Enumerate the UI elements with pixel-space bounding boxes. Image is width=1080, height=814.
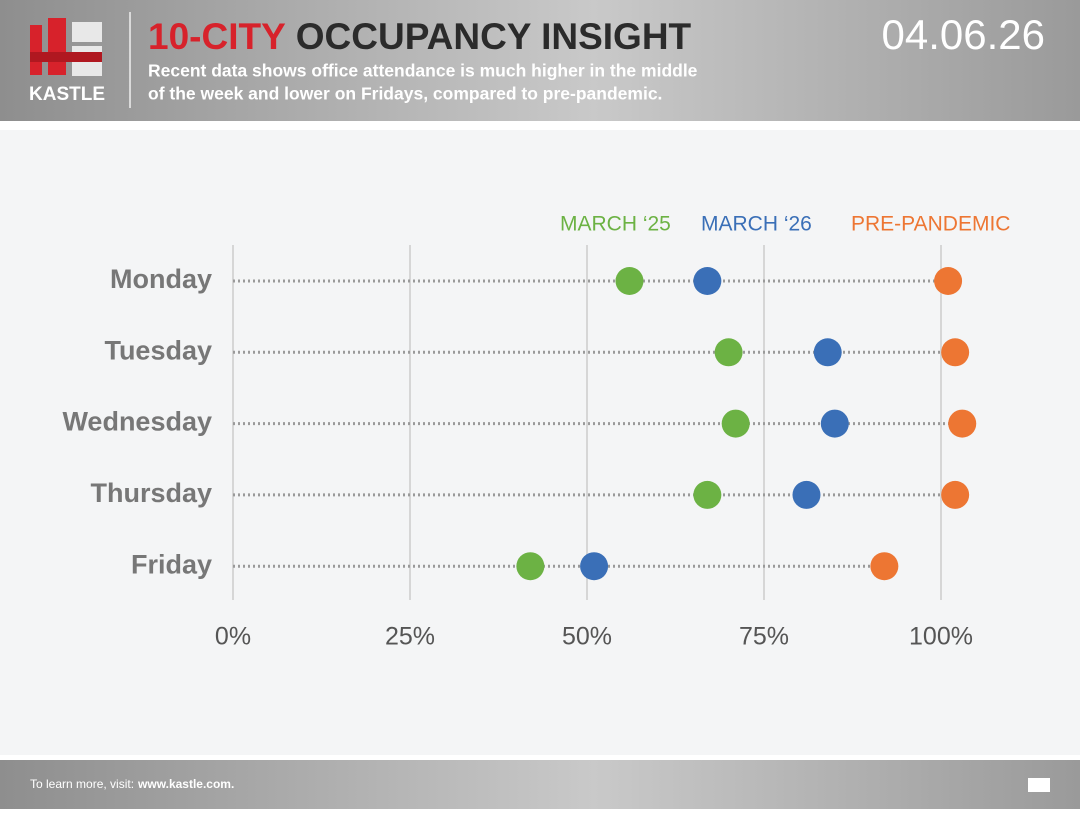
legend-entry: PRE-PANDEMIC [851,213,1010,236]
chart-panel [0,130,1080,755]
dot [948,409,977,438]
chart: 0% 25% 50% 75% 100% MARCH ‘25 MARCH ‘26 PRE-PAN… [62,213,1010,651]
dot [934,267,963,295]
footer-logo [1028,778,1050,792]
title: 10-CITY OCCUPANCY INSIGHT [148,16,692,57]
logo-mark [30,18,102,76]
dot [615,267,644,295]
dot [693,480,722,509]
subtitle: of the week and lower on Fridays, compar… [148,84,662,104]
logo-text: KASTLE [29,84,105,105]
dot [516,552,545,581]
header-bg [0,0,1080,121]
legend-entry: MARCH ‘25 [560,213,671,236]
dot [870,552,899,581]
x-tick-label: 75% [739,623,789,651]
legend-entry: MARCH ‘26 [701,213,812,236]
dot [820,409,849,438]
dot [941,480,970,509]
footer-bg [0,760,1080,809]
date: 04.06.26 [882,11,1046,58]
dot [693,267,722,295]
dot [580,552,609,581]
title-rest: OCCUPANCY INSIGHT [296,16,692,57]
dot [792,480,821,509]
subtitle: Recent data shows office attendance is m… [148,61,698,81]
y-tick-label: Tuesday [104,335,212,365]
dot [714,338,743,367]
dot [813,338,842,367]
y-tick-label: Wednesday [62,407,212,437]
x-tick-label: 0% [215,623,251,651]
x-tick-label: 50% [562,623,612,651]
y-tick-label: Thursday [90,478,212,508]
footer-label: To learn more, visit: [30,777,134,791]
y-tick-label: Friday [131,549,212,579]
footer-link[interactable]: www.kastle.com. [137,777,234,791]
footer-text: To learn more, visit: www.kastle.com. [30,777,234,791]
x-tick-label: 25% [385,623,435,651]
x-tick-label: 100% [909,623,973,651]
dot [721,409,750,438]
y-tick-label: Monday [110,264,212,294]
dot [941,338,970,367]
title-highlight: 10-CITY [148,16,286,57]
